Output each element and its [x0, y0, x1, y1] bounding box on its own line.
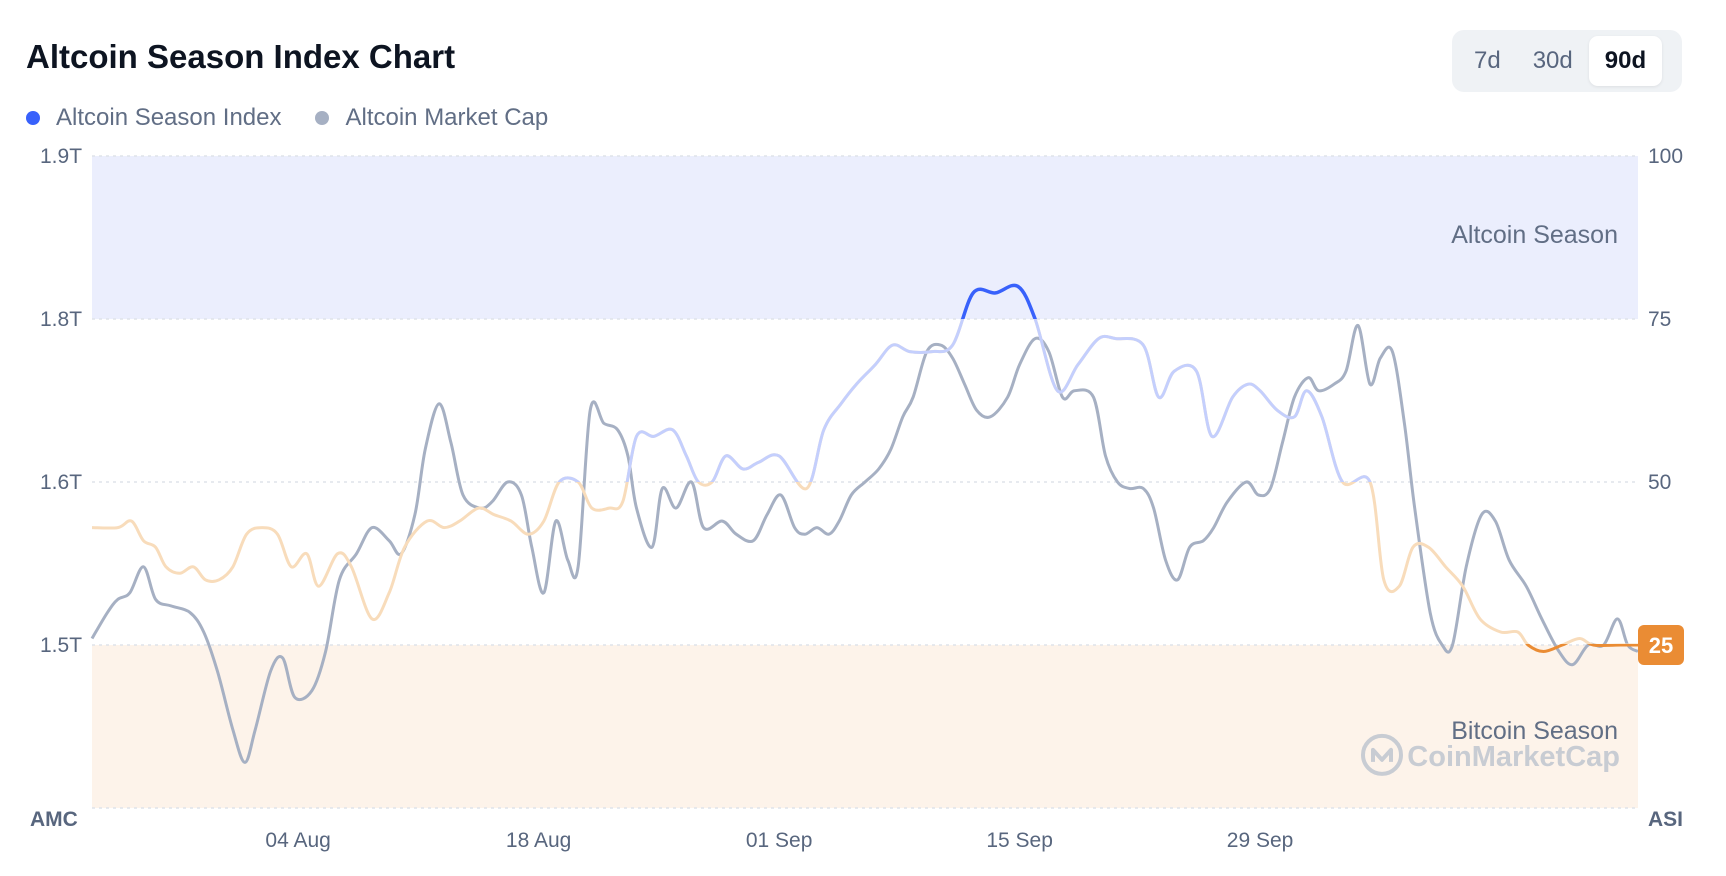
range-button-30d[interactable]: 30d: [1517, 36, 1589, 86]
legend-label-index: Altcoin Season Index: [56, 104, 282, 131]
bitcoin-season-zone: [92, 645, 1638, 808]
x-axis-tick: 15 Sep: [986, 829, 1053, 852]
index-line-bitcoin: [1525, 644, 1638, 654]
chart-title: Altcoin Season Index Chart: [26, 38, 456, 75]
range-button-7d[interactable]: 7d: [1458, 36, 1517, 86]
x-axis-tick: 29 Sep: [1227, 829, 1294, 852]
legend-item-market-cap[interactable]: Altcoin Market Cap: [315, 104, 548, 132]
range-button-90d[interactable]: 90d: [1588, 36, 1663, 86]
legend-dot-index: [26, 111, 40, 125]
x-axis-tick: 04 Aug: [265, 829, 330, 852]
index-line-upper: [557, 319, 1372, 482]
right-axis-label: ASI: [1648, 808, 1683, 831]
current-value-text: 25: [1649, 633, 1673, 658]
right-axis-tick: 75: [1648, 308, 1671, 331]
left-axis-tick: 1.6T: [40, 471, 82, 494]
index-line-altcoin: [960, 283, 1037, 319]
right-axis-tick: 50: [1648, 471, 1671, 494]
time-range-toggle: 7d 30d 90d: [1452, 30, 1682, 92]
current-value-badge: [1638, 625, 1684, 665]
left-axis-tick: 1.5T: [40, 634, 82, 657]
left-axis-label: AMC: [30, 808, 78, 831]
left-axis-tick: 1.8T: [40, 308, 82, 331]
legend-dot-market-cap: [315, 111, 330, 125]
altcoin-season-label: Altcoin Season: [1451, 221, 1618, 249]
left-axis-tick: 1.9T: [40, 145, 82, 168]
market-cap-line: [90, 323, 1639, 764]
bitcoin-season-label: Bitcoin Season: [1451, 717, 1618, 745]
chart-legend: Altcoin Season Index Altcoin Market Cap: [26, 104, 548, 132]
logo-mark: [1371, 747, 1393, 762]
legend-item-index[interactable]: Altcoin Season Index: [26, 104, 281, 132]
watermark-text: CoinMarketCap: [1407, 741, 1620, 773]
right-axis-tick: 100: [1648, 145, 1683, 168]
x-axis-tick: 01 Sep: [746, 829, 813, 852]
index-line-neutral: [91, 319, 1638, 644]
coinmarketcap-logo-icon: [1361, 733, 1403, 776]
logo-ring: [1361, 733, 1403, 776]
x-axis-tick: 18 Aug: [506, 829, 571, 852]
altcoin-season-zone: [92, 156, 1638, 319]
legend-label-market-cap: Altcoin Market Cap: [345, 104, 549, 131]
